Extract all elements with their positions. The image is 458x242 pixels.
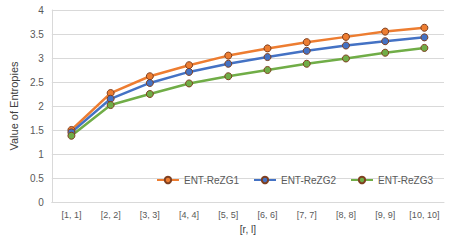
- svg-text:[5, 5]: [5, 5]: [218, 210, 238, 220]
- svg-text:[1, 1]: [1, 1]: [61, 210, 81, 220]
- svg-text:[2, 2]: [2, 2]: [101, 210, 121, 220]
- svg-text:1: 1: [38, 149, 44, 160]
- svg-text:0: 0: [38, 197, 44, 208]
- svg-text:[6, 6]: [6, 6]: [258, 210, 278, 220]
- svg-text:[r, l]: [r, l]: [240, 224, 256, 235]
- svg-text:3: 3: [38, 53, 44, 64]
- svg-text:[8, 8]: [8, 8]: [336, 210, 356, 220]
- svg-text:[10, 10]: [10, 10]: [409, 210, 439, 220]
- svg-text:2.5: 2.5: [30, 77, 44, 88]
- svg-text:0.5: 0.5: [30, 173, 44, 184]
- svg-text:4: 4: [38, 5, 44, 16]
- svg-text:2: 2: [38, 101, 44, 112]
- svg-text:ENT-ReZG1: ENT-ReZG1: [184, 175, 239, 186]
- svg-text:[3, 3]: [3, 3]: [140, 210, 160, 220]
- svg-text:[7, 7]: [7, 7]: [297, 210, 317, 220]
- svg-text:ENT-ReZG3: ENT-ReZG3: [378, 175, 433, 186]
- svg-text:[4, 4]: [4, 4]: [179, 210, 199, 220]
- svg-text:[9, 9]: [9, 9]: [375, 210, 395, 220]
- svg-text:Value of Entropies: Value of Entropies: [8, 61, 20, 151]
- svg-text:3.5: 3.5: [30, 29, 44, 40]
- svg-text:1.5: 1.5: [30, 125, 44, 136]
- svg-text:ENT-ReZG2: ENT-ReZG2: [281, 175, 336, 186]
